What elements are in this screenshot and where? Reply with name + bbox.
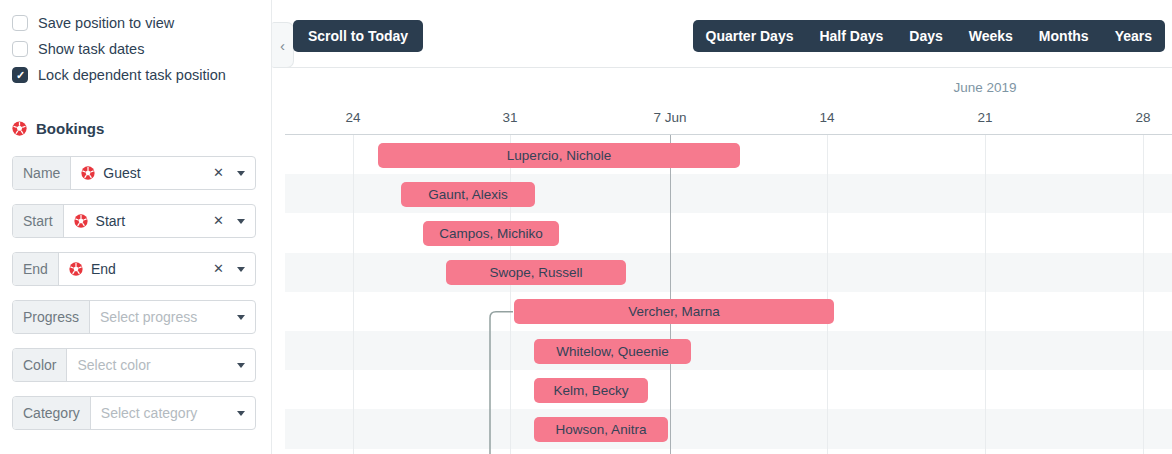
bookings-table-icon — [69, 262, 83, 276]
field-placeholder: Select color — [77, 357, 150, 373]
field-end-combo[interactable]: End ✕ — [59, 253, 255, 285]
field-color: Color Select color — [12, 348, 256, 382]
gantt-task-bar[interactable]: Whitelow, Queenie — [534, 339, 691, 364]
week-tick-label: 21 — [977, 110, 992, 125]
option-lock-dependent-task-position[interactable]: Lock dependent task position — [12, 66, 265, 84]
field-label: Name — [13, 157, 71, 189]
view-preset-group: Quarter Days Half Days Days Weeks Months… — [693, 20, 1165, 52]
week-gridline — [985, 135, 986, 454]
field-label: End — [13, 253, 59, 285]
settings-sidebar: Save position to view Show task dates Lo… — [0, 0, 265, 454]
chevron-down-icon[interactable] — [237, 411, 245, 416]
bookings-section-header: Bookings — [12, 118, 265, 138]
gantt-task-bar[interactable]: Kelm, Becky — [534, 378, 648, 403]
option-label: Lock dependent task position — [38, 67, 226, 83]
clear-icon[interactable]: ✕ — [213, 157, 224, 189]
field-value: Start — [96, 213, 126, 229]
splitter-divider[interactable] — [271, 0, 272, 454]
gantt-panel: Scroll to Today Quarter Days Half Days D… — [285, 0, 1172, 454]
field-label: Color — [13, 349, 67, 381]
gantt-task-bar[interactable]: Campos, Michiko — [423, 221, 559, 246]
option-save-position-to-view[interactable]: Save position to view — [12, 14, 265, 32]
preset-weeks[interactable]: Weeks — [956, 20, 1026, 52]
checkbox-save-position[interactable] — [12, 15, 28, 31]
chevron-down-icon[interactable] — [237, 315, 245, 320]
field-label: Start — [13, 205, 64, 237]
field-placeholder: Select progress — [100, 309, 197, 325]
week-tick-label: 31 — [502, 110, 517, 125]
field-value: Guest — [103, 165, 140, 181]
field-start: Start Start ✕ — [12, 204, 256, 238]
week-gridline — [1143, 135, 1144, 454]
field-name: Name Guest ✕ — [12, 156, 256, 190]
week-tick-label: 14 — [819, 110, 834, 125]
row-stripe — [285, 409, 1172, 448]
field-label: Progress — [13, 301, 90, 333]
week-tick-label: 28 — [1135, 110, 1150, 125]
today-line — [670, 135, 671, 454]
chevron-down-icon[interactable] — [237, 267, 245, 272]
preset-months[interactable]: Months — [1026, 20, 1102, 52]
option-show-task-dates[interactable]: Show task dates — [12, 40, 265, 58]
field-category-combo[interactable]: Select category — [91, 397, 255, 429]
preset-quarter-days[interactable]: Quarter Days — [693, 20, 807, 52]
week-tick-label: 7 Jun — [653, 110, 686, 125]
preset-half-days[interactable]: Half Days — [806, 20, 896, 52]
scroll-to-today-button[interactable]: Scroll to Today — [293, 20, 423, 52]
field-category: Category Select category — [12, 396, 256, 430]
checkbox-show-task-dates[interactable] — [12, 41, 28, 57]
field-placeholder: Select category — [101, 405, 198, 421]
chevron-down-icon[interactable] — [237, 363, 245, 368]
field-end: End End ✕ — [12, 252, 256, 286]
field-label: Category — [13, 397, 91, 429]
gantt-task-bar[interactable]: Howson, Anitra — [534, 417, 668, 442]
field-color-combo[interactable]: Select color — [67, 349, 255, 381]
chevron-down-icon[interactable] — [237, 219, 245, 224]
field-name-combo[interactable]: Guest ✕ — [71, 157, 255, 189]
gantt-task-bar[interactable]: Gaunt, Alexis — [401, 182, 535, 207]
field-start-combo[interactable]: Start ✕ — [64, 205, 255, 237]
week-gridline — [353, 135, 354, 454]
preset-days[interactable]: Days — [896, 20, 955, 52]
chevron-down-icon[interactable] — [237, 171, 245, 176]
gantt-task-bar[interactable]: Vercher, Marna — [514, 299, 834, 324]
field-progress: Progress Select progress — [12, 300, 256, 334]
week-gridline — [827, 135, 828, 454]
preset-years[interactable]: Years — [1102, 20, 1165, 52]
bookings-table-icon — [74, 214, 88, 228]
bookings-table-icon — [81, 166, 95, 180]
gantt-toolbar: Scroll to Today Quarter Days Half Days D… — [285, 0, 1172, 68]
field-value: End — [91, 261, 116, 277]
field-progress-combo[interactable]: Select progress — [90, 301, 255, 333]
row-stripe — [285, 331, 1172, 370]
clear-icon[interactable]: ✕ — [213, 253, 224, 285]
gantt-task-bar[interactable]: Lupercio, Nichole — [378, 143, 740, 168]
bookings-table-icon — [12, 121, 27, 136]
option-label: Save position to view — [38, 15, 174, 31]
option-label: Show task dates — [38, 41, 144, 57]
clear-icon[interactable]: ✕ — [213, 205, 224, 237]
gantt-chart-body: Lupercio, Nichole Gaunt, Alexis Campos, Mi… — [285, 135, 1172, 454]
timeline-header: June 2019 24 31 7 Jun 14 21 28 — [285, 67, 1172, 135]
month-label: June 2019 — [953, 80, 1016, 95]
gantt-task-bar[interactable]: Swope, Russell — [446, 260, 626, 285]
week-tick-label: 24 — [345, 110, 360, 125]
checkbox-lock-dependent[interactable] — [12, 67, 28, 83]
section-title: Bookings — [36, 120, 104, 137]
row-stripe — [285, 253, 1172, 292]
